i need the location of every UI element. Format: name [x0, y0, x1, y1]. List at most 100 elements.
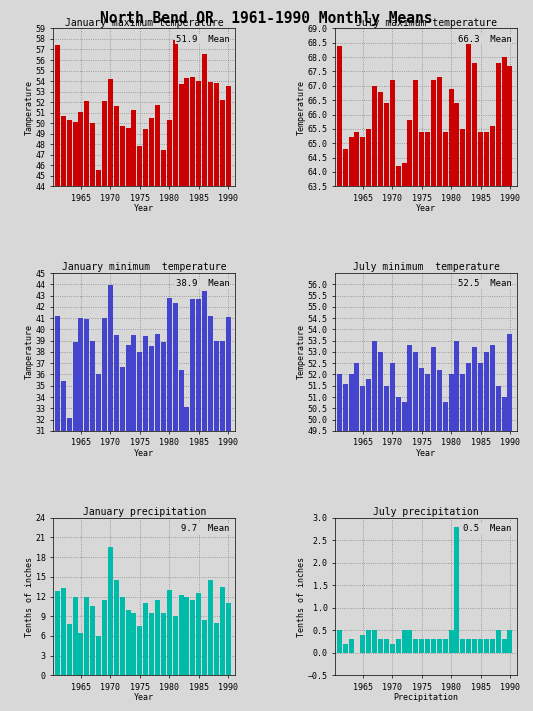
Bar [155, 600, 160, 675]
Bar [413, 639, 418, 653]
Bar [90, 341, 95, 711]
Bar [443, 132, 448, 711]
Bar [202, 291, 207, 711]
Bar [413, 352, 418, 711]
Bar [96, 636, 101, 675]
Y-axis label: Temperature: Temperature [297, 324, 306, 380]
Bar [461, 639, 465, 653]
Bar [384, 103, 389, 711]
Bar [126, 610, 131, 675]
Bar [337, 375, 342, 711]
Bar [466, 363, 471, 711]
Bar [378, 352, 383, 711]
Bar [78, 633, 84, 675]
Bar [496, 631, 500, 653]
Bar [90, 123, 95, 649]
Bar [220, 587, 225, 675]
Title: July maximum temperature: July maximum temperature [356, 18, 497, 28]
Bar [461, 129, 465, 711]
Bar [484, 132, 489, 711]
Bar [425, 375, 430, 711]
Bar [61, 588, 66, 675]
Bar [161, 613, 166, 675]
Bar [384, 386, 389, 711]
Title: July minimum  temperature: July minimum temperature [353, 262, 499, 272]
Bar [378, 639, 383, 653]
Bar [190, 77, 195, 649]
Bar [490, 126, 495, 711]
Bar [90, 606, 95, 675]
Bar [372, 341, 377, 711]
Y-axis label: Tamperature: Tamperature [25, 80, 34, 135]
Bar [496, 386, 500, 711]
Bar [220, 100, 225, 649]
Bar [401, 631, 407, 653]
Bar [55, 316, 60, 711]
Bar [443, 639, 448, 653]
Bar [366, 379, 371, 711]
Bar [72, 122, 78, 649]
Bar [407, 631, 413, 653]
Bar [155, 334, 160, 711]
Bar [431, 80, 436, 711]
Bar [126, 345, 131, 711]
Bar [72, 597, 78, 675]
Bar [196, 81, 201, 649]
Text: North Bend OR  1961-1990 Monthly Means: North Bend OR 1961-1990 Monthly Means [100, 11, 433, 26]
Bar [214, 341, 219, 711]
Text: 52.5  Mean: 52.5 Mean [458, 279, 512, 289]
Bar [161, 151, 166, 649]
Bar [173, 40, 177, 649]
Bar [354, 132, 359, 711]
Bar [472, 63, 477, 711]
Bar [119, 367, 125, 711]
Bar [407, 120, 413, 711]
Title: January minimum  temperature: January minimum temperature [62, 262, 227, 272]
Bar [184, 78, 189, 649]
Bar [472, 639, 477, 653]
Bar [61, 116, 66, 649]
Bar [179, 595, 183, 675]
Bar [55, 46, 60, 649]
Bar [143, 603, 148, 675]
Bar [437, 639, 442, 653]
Bar [472, 348, 477, 711]
Bar [114, 580, 119, 675]
Bar [114, 106, 119, 649]
Bar [466, 43, 471, 711]
Bar [502, 639, 506, 653]
Bar [407, 345, 413, 711]
Bar [354, 363, 359, 711]
Bar [384, 639, 389, 653]
Bar [484, 352, 489, 711]
Bar [149, 613, 154, 675]
Bar [372, 86, 377, 711]
Bar [349, 375, 353, 711]
Bar [208, 82, 213, 649]
Title: January maximum temperature: January maximum temperature [65, 18, 223, 28]
Bar [132, 335, 136, 711]
Bar [138, 146, 142, 649]
Bar [360, 137, 365, 711]
X-axis label: Precipitation: Precipitation [393, 693, 458, 702]
Bar [349, 137, 353, 711]
Bar [449, 89, 454, 711]
Bar [84, 101, 90, 649]
Bar [449, 631, 454, 653]
Bar [208, 316, 213, 711]
Bar [67, 419, 72, 711]
Bar [366, 631, 371, 653]
Bar [390, 644, 395, 653]
Bar [343, 383, 348, 711]
Title: January precipitation: January precipitation [83, 507, 206, 517]
Bar [184, 597, 189, 675]
Bar [220, 341, 225, 711]
Bar [196, 299, 201, 711]
Bar [143, 336, 148, 711]
Bar [337, 631, 342, 653]
Bar [132, 613, 136, 675]
Y-axis label: Temperature: Temperature [297, 80, 306, 135]
Text: 0.5  Mean: 0.5 Mean [463, 524, 512, 533]
Bar [401, 164, 407, 711]
Bar [108, 79, 113, 649]
